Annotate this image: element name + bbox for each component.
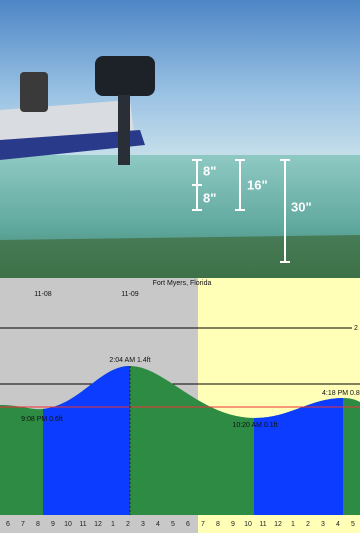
hour-label: 6: [6, 521, 10, 528]
tide-annotation: 10:20 AM 0.1ft: [232, 422, 277, 429]
hour-label: 9: [231, 521, 235, 528]
hour-label: 8: [216, 521, 220, 528]
screen: 8" 8" 16" 30" Fort Myers, Florida 11-08 …: [0, 0, 360, 533]
grass: [0, 235, 360, 278]
date-label: 11-08: [34, 291, 51, 298]
measure-label: 8": [203, 190, 216, 205]
hour-label: 3: [141, 521, 145, 528]
hour-label: 1: [111, 521, 115, 528]
hour-label: 4: [156, 521, 160, 528]
hour-label: 1: [291, 521, 295, 528]
tide-annotation: 2:04 AM 1.4ft: [109, 357, 150, 364]
date-label: 11-09: [121, 291, 138, 298]
hour-label: 3: [321, 521, 325, 528]
chart-title: Fort Myers, Florida: [153, 280, 212, 287]
hour-label: 6: [186, 521, 190, 528]
hour-label: 12: [274, 521, 282, 528]
tide-chart: Fort Myers, Florida 11-08 11-09 2:04 AM …: [0, 278, 360, 533]
hour-label: 4: [336, 521, 340, 528]
hour-label: 7: [21, 521, 25, 528]
measure-label: 8": [203, 163, 216, 178]
hour-label: 11: [79, 521, 86, 528]
hour-label: 10: [64, 521, 72, 528]
axis-label: 2: [354, 325, 358, 332]
hour-label: 5: [171, 521, 175, 528]
tide-annotation: 9:08 PM 0.6ft: [21, 416, 63, 423]
hour-label: 9: [51, 521, 55, 528]
hour-label: 5: [351, 521, 355, 528]
hour-label: 2: [126, 521, 130, 528]
hour-label: 8: [36, 521, 40, 528]
measure-label: 30": [291, 199, 312, 214]
illustration: 8" 8" 16" 30": [0, 0, 360, 278]
hour-label: 10: [244, 521, 252, 528]
hour-label: 2: [306, 521, 310, 528]
tide-annotation: 4:18 PM 0.8: [322, 390, 360, 397]
hour-label: 7: [201, 521, 205, 528]
measure-label: 16": [247, 177, 268, 192]
hour-label: 12: [94, 521, 102, 528]
hour-label: 11: [259, 521, 266, 528]
